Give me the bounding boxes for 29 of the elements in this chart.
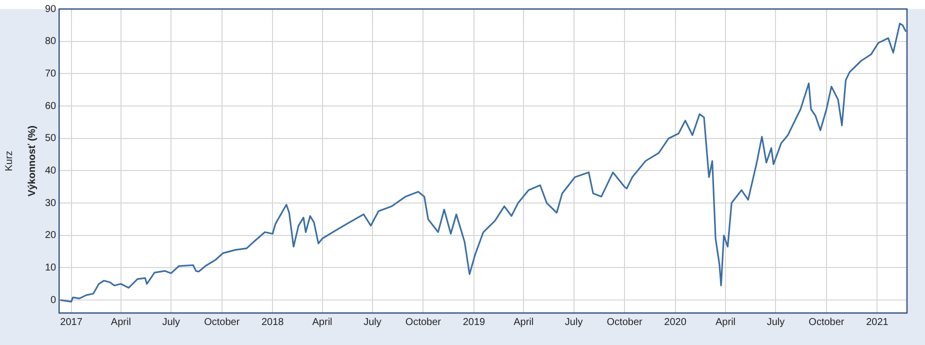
y-tick-label: 80 bbox=[45, 36, 57, 48]
y-tick-label: 40 bbox=[45, 165, 57, 176]
x-tick-label: October bbox=[204, 316, 240, 328]
x-tick-label: 2020 bbox=[664, 316, 687, 328]
x-tick-label: 2019 bbox=[462, 316, 486, 328]
y-tick-label: 60 bbox=[45, 100, 57, 112]
x-tick-label: July bbox=[766, 316, 785, 328]
y-tick-label: 0 bbox=[50, 294, 57, 306]
x-tick-label: 2018 bbox=[261, 316, 284, 328]
x-tick-label: July bbox=[564, 316, 583, 328]
x-tick-label: October bbox=[405, 316, 442, 328]
y-tick-label: 70 bbox=[45, 68, 57, 80]
y-axis-title: Výkonnosť (%) bbox=[26, 126, 38, 196]
x-tick-label: 2017 bbox=[60, 316, 83, 328]
y-tick-label: 30 bbox=[45, 198, 57, 209]
x-tick-label: April bbox=[110, 316, 131, 328]
y-tick-label: 10 bbox=[45, 262, 57, 274]
x-tick-label: July bbox=[162, 316, 180, 328]
y-tick-label: 50 bbox=[45, 133, 57, 144]
x-tick-label: October bbox=[808, 316, 845, 328]
x-tick-label: October bbox=[606, 316, 644, 328]
y-tick-label: 90 bbox=[45, 4, 57, 15]
x-tick-label: July bbox=[364, 316, 382, 328]
y-tick-label: 20 bbox=[45, 230, 57, 242]
x-tick-label: April bbox=[514, 316, 534, 328]
x-tick-label: April bbox=[312, 316, 332, 328]
x-tick-label: 2021 bbox=[866, 316, 889, 328]
text: Kurz bbox=[4, 150, 15, 172]
x-tick-label: April bbox=[716, 316, 736, 328]
